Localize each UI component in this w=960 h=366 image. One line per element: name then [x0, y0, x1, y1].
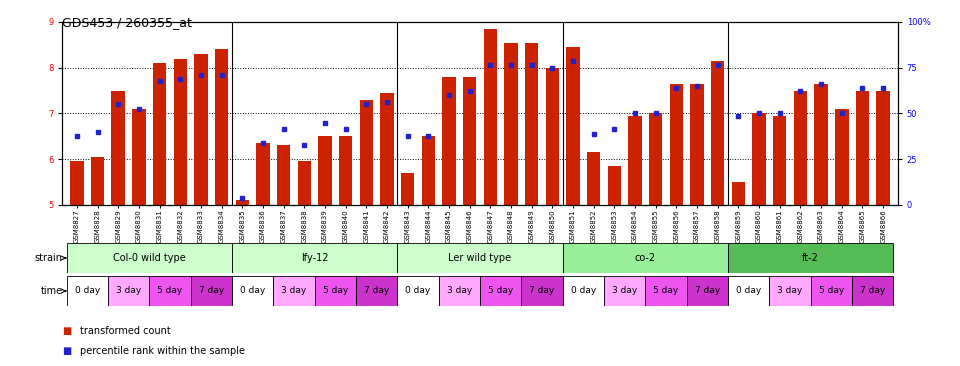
Bar — [274, 276, 315, 306]
Bar — [521, 276, 563, 306]
Text: Col-0 wild type: Col-0 wild type — [113, 253, 185, 263]
Bar — [149, 276, 191, 306]
Text: 7 day: 7 day — [199, 287, 224, 295]
Text: 3 day: 3 day — [281, 287, 306, 295]
Bar — [480, 276, 521, 306]
Text: percentile rank within the sample: percentile rank within the sample — [80, 346, 245, 356]
Bar — [608, 166, 621, 205]
Bar — [174, 59, 187, 205]
Bar — [563, 243, 728, 273]
Text: ■: ■ — [62, 326, 72, 336]
Bar — [835, 109, 849, 205]
Text: GDS453 / 260355_at: GDS453 / 260355_at — [62, 16, 192, 30]
Bar — [401, 173, 415, 205]
Bar — [298, 161, 311, 205]
Bar — [753, 113, 766, 205]
Text: co-2: co-2 — [635, 253, 656, 263]
Bar — [339, 137, 352, 205]
Bar — [232, 276, 274, 306]
Bar — [132, 109, 146, 205]
Bar — [645, 276, 686, 306]
Bar — [794, 91, 807, 205]
Bar — [360, 100, 373, 205]
Bar — [108, 276, 149, 306]
Bar — [525, 42, 539, 205]
Text: 3 day: 3 day — [778, 287, 803, 295]
Bar — [191, 276, 232, 306]
Bar — [604, 276, 645, 306]
Bar — [690, 84, 704, 205]
Text: 7 day: 7 day — [695, 287, 720, 295]
Bar — [629, 116, 642, 205]
Bar — [356, 276, 397, 306]
Bar — [811, 276, 852, 306]
Text: 5 day: 5 day — [323, 287, 348, 295]
Bar — [215, 49, 228, 205]
Bar — [194, 54, 207, 205]
Text: 0 day: 0 day — [571, 287, 596, 295]
Bar — [711, 61, 725, 205]
Bar — [443, 77, 456, 205]
Text: 0 day: 0 day — [405, 287, 431, 295]
Text: lfy-12: lfy-12 — [300, 253, 328, 263]
Text: 5 day: 5 day — [488, 287, 514, 295]
Bar — [876, 91, 890, 205]
Text: 5 day: 5 day — [157, 287, 182, 295]
Text: 0 day: 0 day — [736, 287, 761, 295]
Text: 7 day: 7 day — [529, 287, 555, 295]
Text: 0 day: 0 day — [75, 287, 100, 295]
Bar — [66, 276, 108, 306]
Bar — [315, 276, 356, 306]
Text: 3 day: 3 day — [612, 287, 637, 295]
Bar — [504, 42, 517, 205]
Bar — [256, 143, 270, 205]
Bar — [318, 137, 331, 205]
Bar — [769, 276, 811, 306]
Bar — [397, 243, 563, 273]
Bar — [686, 276, 728, 306]
Text: strain: strain — [35, 253, 66, 263]
Text: ■: ■ — [62, 346, 72, 356]
Text: 7 day: 7 day — [860, 287, 885, 295]
Bar — [66, 243, 232, 273]
Bar — [649, 113, 662, 205]
Bar — [773, 116, 786, 205]
Bar — [545, 68, 559, 205]
Bar — [852, 276, 894, 306]
Bar — [439, 276, 480, 306]
Text: ft-2: ft-2 — [803, 253, 819, 263]
Bar — [421, 137, 435, 205]
Text: 5 day: 5 day — [654, 287, 679, 295]
Text: 3 day: 3 day — [446, 287, 472, 295]
Text: 5 day: 5 day — [819, 287, 844, 295]
Text: 7 day: 7 day — [364, 287, 389, 295]
Bar — [232, 243, 397, 273]
Bar — [587, 152, 600, 205]
Bar — [397, 276, 439, 306]
Bar — [463, 77, 476, 205]
Text: 3 day: 3 day — [116, 287, 141, 295]
Text: 0 day: 0 day — [240, 287, 265, 295]
Bar — [276, 146, 290, 205]
Bar — [728, 276, 769, 306]
Bar — [566, 47, 580, 205]
Bar — [484, 29, 497, 205]
Bar — [91, 157, 105, 205]
Bar — [563, 276, 604, 306]
Bar — [235, 201, 249, 205]
Text: Ler wild type: Ler wild type — [448, 253, 512, 263]
Bar — [111, 91, 125, 205]
Text: transformed count: transformed count — [80, 326, 171, 336]
Bar — [153, 63, 166, 205]
Bar — [670, 84, 684, 205]
Bar — [855, 91, 869, 205]
Bar — [732, 182, 745, 205]
Text: time: time — [40, 286, 66, 296]
Bar — [728, 243, 894, 273]
Bar — [380, 93, 394, 205]
Bar — [814, 84, 828, 205]
Bar — [70, 161, 84, 205]
